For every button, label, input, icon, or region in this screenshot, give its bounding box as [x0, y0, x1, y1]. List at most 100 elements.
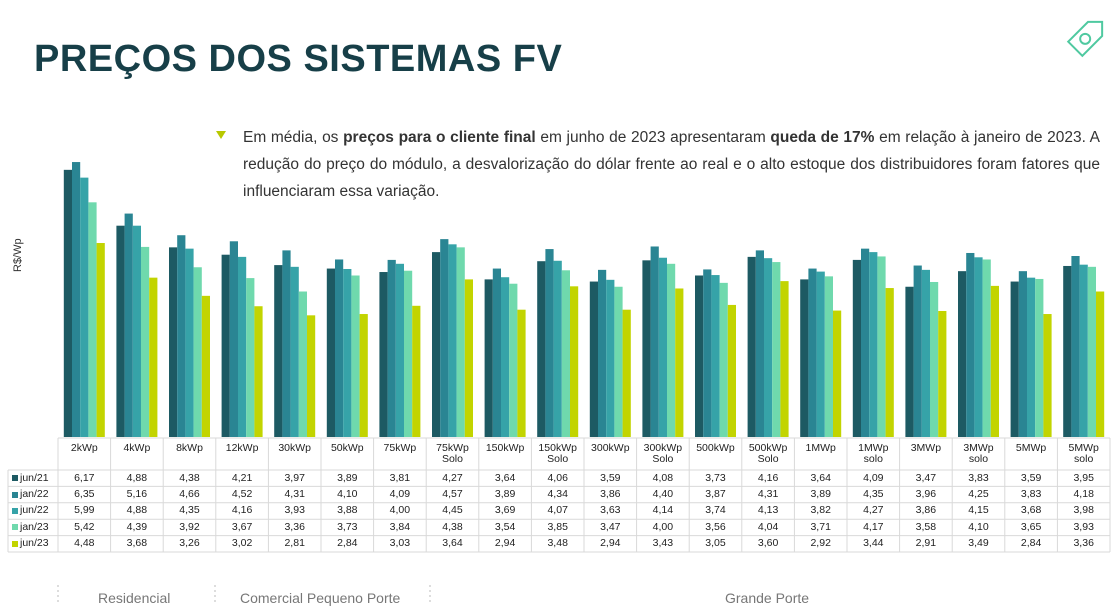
value-cell: 3,86 — [584, 486, 637, 502]
value-cell: 4,04 — [742, 519, 795, 535]
bar — [885, 288, 894, 437]
bar — [958, 271, 967, 437]
value-label: 3,36 — [284, 520, 305, 533]
bar — [229, 241, 238, 437]
value-label: 3,68 — [1020, 504, 1042, 517]
value-label: 4,00 — [389, 504, 411, 517]
bar — [177, 235, 186, 437]
x-tick-label: 4kWp — [123, 442, 151, 454]
value-label: 4,18 — [1073, 488, 1094, 501]
value-label: 3,36 — [1073, 537, 1094, 550]
bar — [1096, 291, 1105, 437]
value-label: 4,06 — [547, 471, 568, 484]
value-label: 4,38 — [442, 520, 463, 533]
value-label: 3,64 — [810, 471, 831, 484]
value-cell: 3,64 — [426, 536, 479, 552]
value-cell: 3,83 — [952, 470, 1005, 486]
value-cell: 3,47 — [900, 470, 953, 486]
bar — [359, 314, 368, 437]
bar — [1027, 277, 1036, 437]
bar — [404, 270, 413, 437]
bar — [650, 246, 659, 437]
x-tick-label: 150kWp Solo — [538, 442, 577, 465]
bar — [88, 202, 97, 437]
value-cell: 4,48 — [58, 536, 111, 552]
value-label: 3,73 — [705, 471, 726, 484]
value-cell: 2,84 — [1005, 536, 1058, 552]
x-tick-label: 300kWp — [591, 442, 630, 454]
value-cell: 4,88 — [111, 470, 164, 486]
value-cell: 4,27 — [426, 470, 479, 486]
value-label: 3,47 — [915, 471, 937, 484]
value-cell: 3,58 — [900, 519, 953, 535]
bar — [238, 256, 247, 437]
y-axis-label: R$/Wp — [12, 238, 24, 272]
legend-label: jun/23 — [20, 537, 49, 550]
bar — [298, 291, 307, 437]
bar — [772, 262, 781, 437]
bar — [642, 260, 651, 437]
bar — [1010, 281, 1019, 437]
value-cell: 4,57 — [426, 486, 479, 502]
bar — [869, 252, 878, 437]
value-label: 4,14 — [652, 504, 674, 517]
annotation-part: preços para o cliente final — [343, 129, 536, 146]
value-cell: 4,17 — [847, 519, 900, 535]
value-label: 3,73 — [337, 520, 358, 533]
bar — [727, 304, 736, 437]
bar — [501, 277, 510, 437]
value-cell: 4,14 — [637, 503, 690, 519]
category-cell: 500kWp — [689, 439, 742, 470]
bar — [290, 266, 299, 437]
legend-label: jan/22 — [20, 488, 49, 501]
value-cell: 3,88 — [321, 503, 374, 519]
value-label: 4,00 — [652, 520, 674, 533]
value-label: 3,05 — [705, 537, 726, 550]
bar — [395, 263, 404, 437]
bar — [877, 256, 886, 437]
bar — [456, 247, 465, 437]
bar — [379, 272, 388, 437]
bar — [72, 162, 81, 438]
value-label: 3,86 — [600, 488, 621, 501]
value-label: 6,17 — [74, 471, 95, 484]
value-label: 4,38 — [179, 471, 200, 484]
value-cell: 2,94 — [479, 536, 532, 552]
bar — [387, 259, 396, 437]
bar — [622, 309, 631, 437]
value-cell: 3,68 — [111, 536, 164, 552]
value-label: 2,91 — [915, 537, 937, 550]
legend-swatch — [12, 524, 18, 531]
value-cell: 3,86 — [900, 503, 953, 519]
bar — [517, 309, 526, 437]
bar — [614, 286, 623, 437]
value-cell: 3,68 — [1005, 503, 1058, 519]
bar — [1071, 256, 1080, 437]
value-label: 3,59 — [1020, 471, 1042, 484]
value-cell: 4,06 — [531, 470, 584, 486]
group-label: Comercial Pequeno Porte — [240, 590, 401, 606]
bar — [254, 306, 263, 437]
value-label: 3,89 — [337, 471, 358, 484]
bar — [1035, 278, 1044, 437]
bar — [96, 243, 105, 437]
value-cell: 3,97 — [268, 470, 321, 486]
value-cell: 2,81 — [268, 536, 321, 552]
bar — [149, 277, 158, 437]
value-label: 2,94 — [600, 537, 621, 550]
bar — [351, 275, 360, 437]
bar — [982, 259, 991, 437]
value-cell: 4,31 — [742, 486, 795, 502]
value-label: 3,64 — [494, 471, 516, 484]
value-label: 3,56 — [705, 520, 726, 533]
value-cell: 3,92 — [163, 519, 216, 535]
category-cell: 1MWp solo — [847, 439, 900, 470]
value-label: 3,88 — [337, 504, 358, 517]
annotation-part: queda de 17% — [770, 129, 875, 146]
value-label: 3,83 — [968, 471, 989, 484]
value-label: 4,09 — [389, 488, 411, 501]
category-cell: 30kWp — [268, 439, 321, 470]
value-label: 3,87 — [705, 488, 726, 501]
value-label: 3,65 — [1020, 520, 1042, 533]
